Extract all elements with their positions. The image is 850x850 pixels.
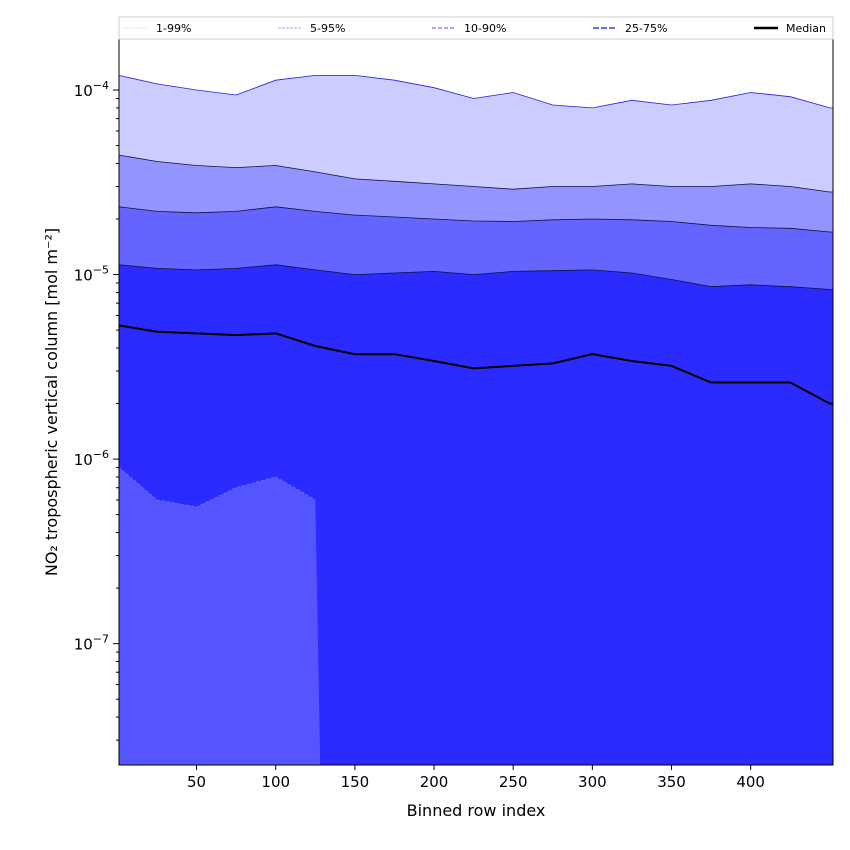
- x-axis-label: Binned row index: [407, 801, 546, 820]
- line-p95: [119, 154, 833, 193]
- x-tick-label: 350: [657, 773, 686, 791]
- line-p1: [119, 467, 316, 508]
- x-tick-label: 200: [420, 773, 449, 791]
- y-tick-label: 10−5: [74, 264, 109, 285]
- y-tick-base: 10: [74, 82, 93, 100]
- x-tick-label: 50: [187, 773, 206, 791]
- legend-label: 5-95%: [310, 22, 345, 35]
- x-axis: 50 100 150 200 250 300 350 400: [187, 765, 765, 791]
- legend: 1-99% 5-95% 10-90% 25-75% Median: [118, 16, 834, 40]
- y-tick-label: 10−7: [74, 633, 109, 654]
- y-tick-label: 10−6: [74, 448, 109, 469]
- y-tick-base: 10: [74, 267, 93, 285]
- line-p90: [119, 206, 833, 233]
- band-fill-p1: [119, 467, 321, 765]
- y-tick-label: 10−4: [74, 79, 109, 100]
- legend-label: 25-75%: [625, 22, 667, 35]
- y-tick-exponent: −5: [93, 264, 109, 277]
- y-tick-exponent: −6: [93, 448, 109, 461]
- line-p75: [119, 264, 833, 290]
- y-tick-base: 10: [74, 451, 93, 469]
- legend-label: 10-90%: [464, 22, 506, 35]
- x-tick-label: 250: [499, 773, 528, 791]
- x-tick-label: 400: [736, 773, 765, 791]
- y-tick-base: 10: [74, 636, 93, 654]
- x-tick-label: 300: [578, 773, 607, 791]
- legend-label: Median: [786, 22, 826, 35]
- legend-label: 1-99%: [156, 22, 191, 35]
- legend-box: [118, 16, 834, 40]
- x-tick-label: 150: [341, 773, 370, 791]
- y-axis-label: NO₂ tropospheric vertical column [mol m⁻…: [42, 228, 61, 576]
- line-p99: [119, 75, 833, 109]
- y-tick-exponent: −4: [93, 79, 109, 92]
- x-tick-label: 100: [261, 773, 290, 791]
- y-tick-exponent: −7: [93, 633, 109, 646]
- y-axis: 10−710−610−510−4: [74, 79, 119, 741]
- line-median: [119, 324, 833, 405]
- plot-area: [119, 75, 833, 765]
